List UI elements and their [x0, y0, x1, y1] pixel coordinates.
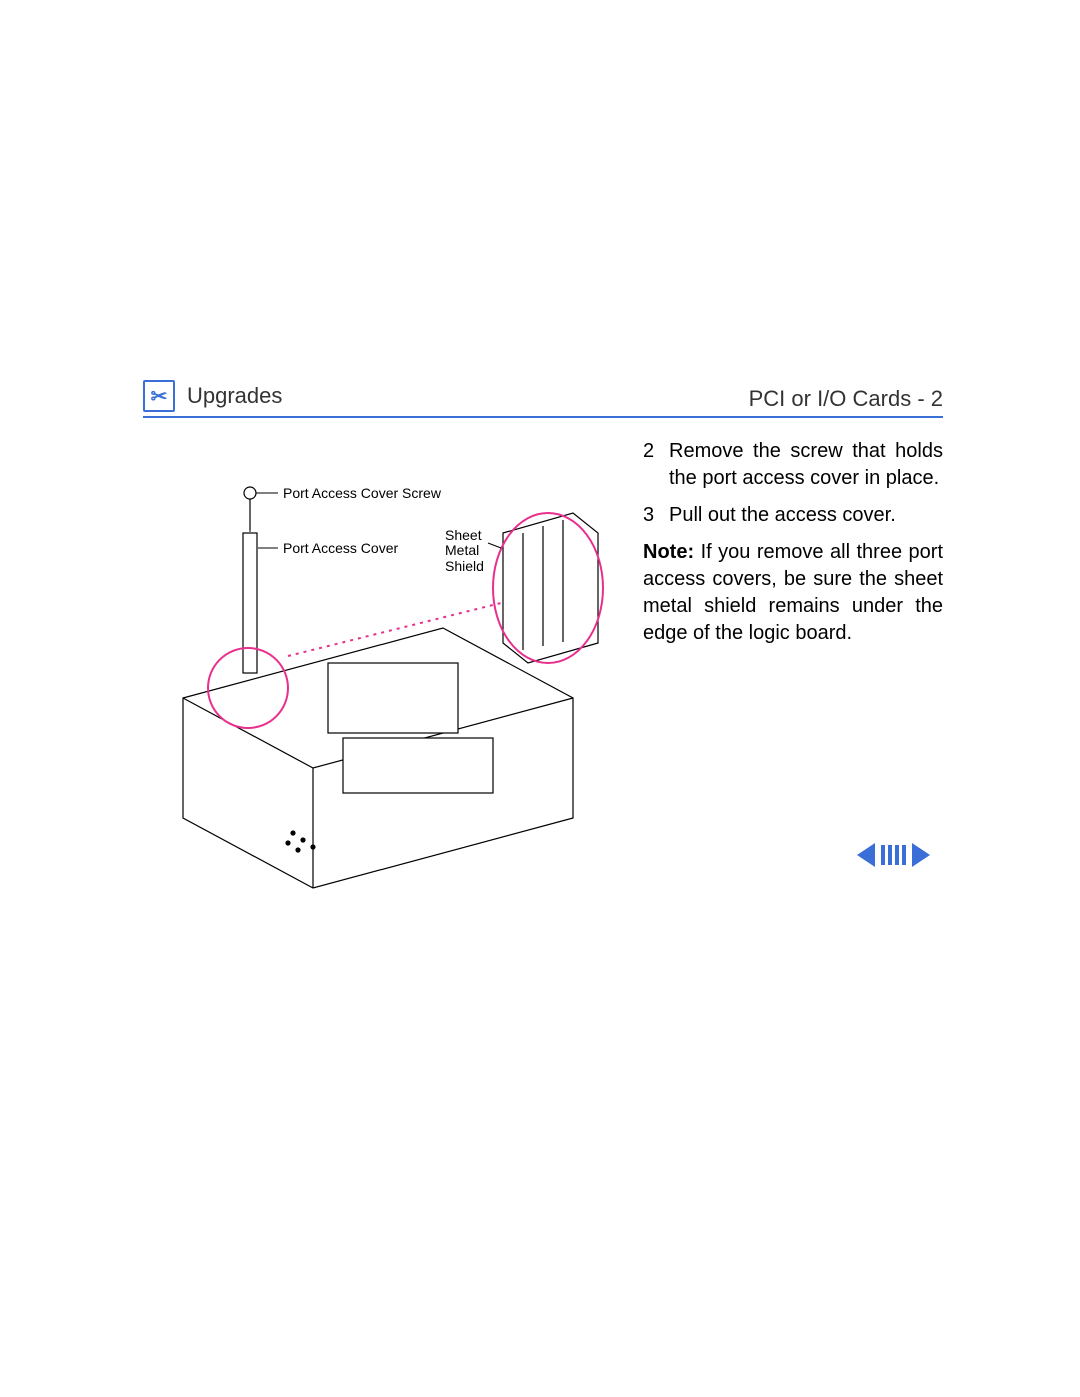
callout-shield-l1: Sheet	[445, 528, 484, 543]
section-icon-glyph: ✂	[151, 384, 168, 409]
nav-bars-icon	[881, 845, 906, 865]
callout-shield: Sheet Metal Shield	[445, 528, 484, 574]
step-2-number: 2	[643, 438, 669, 492]
callout-cover: Port Access Cover	[283, 540, 398, 556]
callout-shield-l3: Shield	[445, 559, 484, 574]
step-3-number: 3	[643, 502, 669, 529]
exploded-diagram: Port Access Cover Screw Port Access Cove…	[143, 438, 613, 898]
step-3-text: Pull out the access cover.	[669, 502, 943, 529]
header-left: ✂ Upgrades	[143, 380, 282, 412]
instruction-column: 2 Remove the screw that holds the port a…	[613, 438, 943, 898]
body-row: Port Access Cover Screw Port Access Cove…	[143, 438, 943, 898]
callout-shield-l2: Metal	[445, 543, 484, 558]
nav-bar	[888, 845, 892, 865]
nav-next-icon[interactable]	[912, 843, 930, 867]
section-title: Upgrades	[187, 383, 282, 409]
step-2: 2 Remove the screw that holds the port a…	[643, 438, 943, 492]
callout-screw: Port Access Cover Screw	[283, 485, 441, 501]
step-2-text: Remove the screw that holds the port acc…	[669, 438, 943, 492]
nav-bar	[895, 845, 899, 865]
step-3: 3 Pull out the access cover.	[643, 502, 943, 529]
page-nav	[857, 843, 930, 867]
diagram-svg	[143, 438, 613, 898]
nav-prev-icon[interactable]	[857, 843, 875, 867]
page-label: PCI or I/O Cards - 2	[749, 386, 943, 412]
header-rule	[143, 416, 943, 418]
page-header: ✂ Upgrades PCI or I/O Cards - 2	[143, 380, 943, 412]
section-icon: ✂	[143, 380, 175, 412]
document-page: ✂ Upgrades PCI or I/O Cards - 2	[0, 0, 1080, 1397]
content-area: ✂ Upgrades PCI or I/O Cards - 2	[143, 380, 943, 898]
figure-column: Port Access Cover Screw Port Access Cove…	[143, 438, 613, 898]
nav-bar	[902, 845, 906, 865]
nav-bar	[881, 845, 885, 865]
note-label: Note:	[643, 541, 694, 563]
note-block: Note: If you remove all three port acces…	[643, 539, 943, 647]
